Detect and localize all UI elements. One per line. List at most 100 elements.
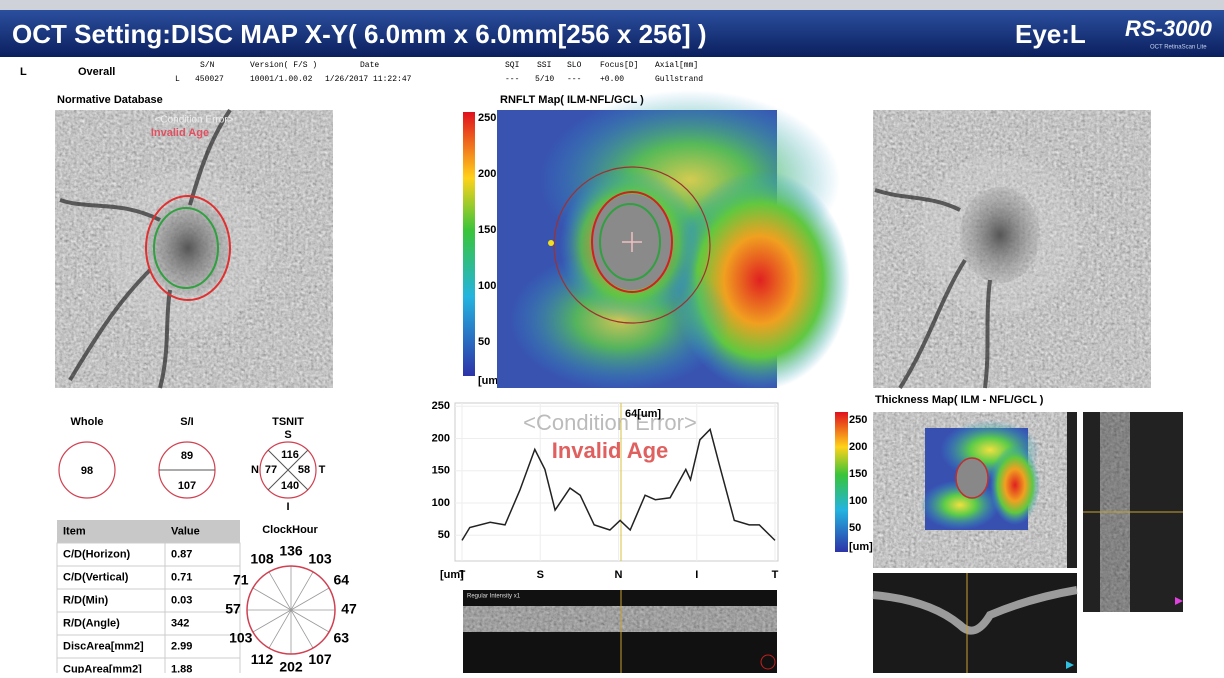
scale-label: 150 <box>849 468 867 480</box>
clock-value: 63 <box>333 630 349 646</box>
x-tick-label: I <box>695 569 698 581</box>
edge <box>1067 412 1077 568</box>
info-cell: L <box>175 75 180 84</box>
info-cell: --- <box>567 75 581 84</box>
table-cell: R/D(Angle) <box>63 617 120 629</box>
table-cell: 1.88 <box>171 663 192 673</box>
y-tick-label: 150 <box>432 465 450 477</box>
y-tick-label: 100 <box>432 497 450 509</box>
clock-value: 71 <box>233 572 249 588</box>
table-cell: 342 <box>171 617 189 629</box>
optic-disc <box>960 187 1040 283</box>
info-eye: L <box>20 66 27 78</box>
info-header: Version( F/S ) <box>250 61 317 70</box>
table-cell: C/D(Horizon) <box>63 548 131 560</box>
value: 58 <box>298 464 310 476</box>
marker <box>548 240 554 246</box>
table-header: Item <box>63 525 86 537</box>
scale-label: 150 <box>478 224 496 236</box>
clock-value: 47 <box>341 601 357 617</box>
x-tick-label: S <box>537 569 544 581</box>
info-cell: 10001/1.00.02 <box>250 75 313 84</box>
bscan-label: Regular Intensity x1 <box>467 594 521 600</box>
error-label: <Condition Error> <box>523 410 697 435</box>
page: OCT Setting:DISC MAP X-Y( 6.0mm x 6.0mm[… <box>0 0 1224 678</box>
panel-title: Normative Database <box>57 94 163 106</box>
retina-band <box>463 606 777 632</box>
info-cell: 1/26/2017 11:22:47 <box>325 75 412 84</box>
direction: I <box>286 501 289 513</box>
value: 140 <box>281 480 299 492</box>
screen: OCT Setting:DISC MAP X-Y( 6.0mm x 6.0mm[… <box>0 0 1224 673</box>
scale-label: 100 <box>478 280 496 292</box>
clock-value: 107 <box>308 651 332 667</box>
info-header: Axial[mm] <box>655 61 698 70</box>
direction: S <box>284 429 291 441</box>
direction: T <box>319 464 326 476</box>
info-cell: 5/10 <box>535 75 554 84</box>
info-cell: 450027 <box>195 75 224 84</box>
color-scale <box>835 412 848 552</box>
clock-value: 103 <box>308 550 332 566</box>
scale-label: 200 <box>478 168 496 180</box>
scale-label: 250 <box>478 112 496 124</box>
color-scale <box>463 112 475 376</box>
y-tick-label: 200 <box>432 432 450 444</box>
side-bscan <box>1083 412 1183 612</box>
info-header: SQI <box>505 61 519 70</box>
eye-label: Eye:L <box>1015 19 1086 49</box>
header-title: OCT Setting:DISC MAP X-Y( 6.0mm x 6.0mm[… <box>12 19 707 49</box>
clock-value: 112 <box>251 651 274 667</box>
table-cell: R/D(Min) <box>63 594 109 606</box>
table-cell: 2.99 <box>171 640 192 652</box>
clock-hour-chart: 1361036447631072021121035771108 <box>225 543 357 673</box>
clock-value: 202 <box>279 659 303 673</box>
table-cell: 0.87 <box>171 548 192 560</box>
value: 116 <box>281 449 299 461</box>
direction: N <box>251 464 259 476</box>
scale-label: 50 <box>478 336 490 348</box>
y-tick-label: 50 <box>438 529 450 541</box>
info-mode: Overall <box>78 66 115 78</box>
label: TSNIT <box>272 416 304 428</box>
value: 107 <box>178 480 196 492</box>
panel-title: Thickness Map( ILM - NFL/GCL ) <box>875 394 1044 406</box>
bottom-bscan <box>873 573 1077 673</box>
scale-label: 200 <box>849 441 867 453</box>
info-header: SLO <box>567 61 582 70</box>
bscan-image: Regular Intensity x1 <box>463 590 777 673</box>
info-header: S/N <box>200 61 215 70</box>
clock-value: 64 <box>333 572 349 588</box>
thickness-overlay <box>873 412 1077 568</box>
invalid-age: Invalid Age <box>151 127 209 139</box>
scale-label: 100 <box>849 495 867 507</box>
value: 77 <box>265 464 277 476</box>
info-header: Date <box>360 61 379 70</box>
bscan-bg <box>873 573 1077 673</box>
top-strip <box>0 0 1224 10</box>
info-cell: Gullstrand <box>655 75 703 84</box>
scale-label: 250 <box>849 414 867 426</box>
info-cell: --- <box>505 75 519 84</box>
info-cell: +0.00 <box>600 75 624 84</box>
scale-label: 50 <box>849 522 861 534</box>
info-header: SSI <box>537 61 551 70</box>
thickness-map <box>497 90 850 390</box>
condition-error: <Condition Error> <box>155 115 234 126</box>
fundus-image <box>873 110 1151 388</box>
logo-sub: OCT RetinaScan Lite <box>1150 45 1207 51</box>
table-cell: C/D(Vertical) <box>63 571 129 583</box>
info-table: S/NVersion( F/S )DateSQISSISLOFocus[D]Ax… <box>175 61 703 84</box>
clock-value: 108 <box>250 550 274 566</box>
y-tick-label: 250 <box>432 400 450 412</box>
x-tick-label: N <box>615 569 623 581</box>
value: 89 <box>181 450 193 462</box>
clock-value: 57 <box>225 601 241 617</box>
table-cell: 0.71 <box>171 571 192 583</box>
label: S/I <box>180 416 193 428</box>
table-cell: 0.03 <box>171 594 192 606</box>
optic-disc <box>956 458 988 498</box>
